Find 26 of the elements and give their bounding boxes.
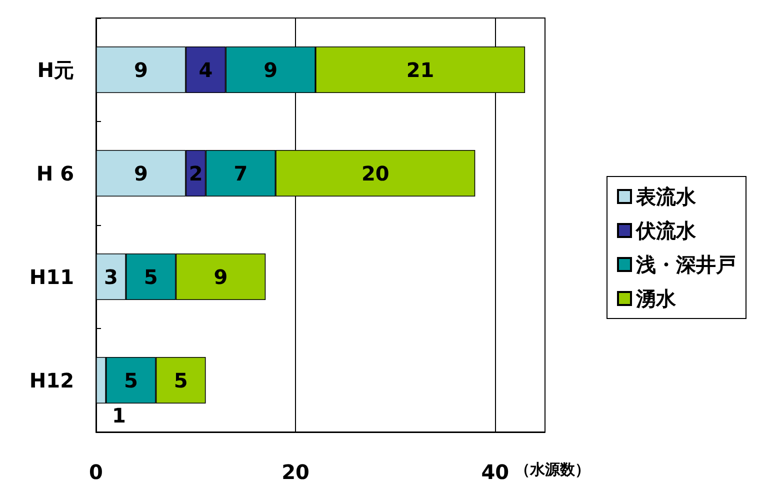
- data-label: 9: [264, 58, 278, 82]
- y-tick-label: H 6: [36, 161, 74, 186]
- data-label: 7: [234, 161, 248, 186]
- y-tick-label: H元: [37, 58, 74, 82]
- legend-label: 浅・深井戸: [635, 252, 736, 276]
- data-label: 9: [134, 161, 148, 186]
- legend-label: 湧水: [635, 286, 677, 310]
- x-axis-title: （水源数）: [515, 460, 590, 478]
- data-label: 3: [104, 264, 118, 289]
- y-tick-label: H11: [29, 264, 74, 289]
- data-label: 2: [188, 161, 203, 186]
- legend-label: 表流水: [635, 184, 697, 208]
- x-tick-label: 20: [282, 460, 310, 484]
- data-label: 5: [144, 264, 158, 289]
- data-label: 4: [198, 58, 213, 82]
- data-label: 9: [214, 264, 228, 289]
- data-label: 5: [174, 368, 188, 392]
- data-label: 5: [124, 368, 138, 392]
- data-label: 1: [112, 404, 126, 428]
- data-label: 9: [134, 58, 148, 82]
- x-tick-label: 40: [481, 460, 510, 484]
- data-label: 21: [406, 58, 434, 82]
- data-label: 20: [361, 161, 390, 186]
- y-tick-label: H12: [29, 368, 74, 392]
- x-tick-label: 0: [89, 460, 103, 484]
- legend-label: 伏流水: [635, 218, 697, 242]
